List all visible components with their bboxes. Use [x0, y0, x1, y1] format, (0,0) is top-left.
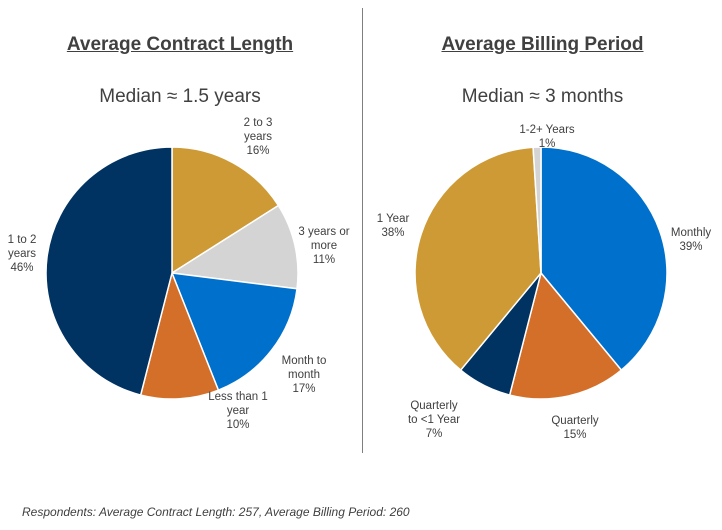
pie-slice: [508, 271, 623, 400]
slice-label: 1-2+ Years 1%: [519, 123, 574, 151]
slice-value-label: 15%: [563, 429, 587, 441]
contract-length-pie: [45, 146, 299, 400]
slice-label: 1 Year 38%: [377, 212, 410, 240]
slice-category-label: 1-2+ Years: [519, 124, 575, 136]
slice-category-label: to <1 Year: [407, 414, 461, 426]
panel-divider: [362, 8, 363, 453]
slice-value-label: 39%: [679, 241, 703, 253]
pie-slice: [139, 270, 220, 400]
contract-length-panel: Average Contract Length Median ≈ 1.5 yea…: [0, 0, 360, 470]
slice-category-label: year: [226, 405, 250, 417]
slice-category-label: 3 years or: [298, 226, 350, 238]
pie-slice: [540, 146, 668, 372]
slice-value-label: 1%: [538, 138, 556, 150]
slice-label: Quarterly 15%: [551, 414, 598, 442]
pie-slice: [170, 272, 298, 392]
slice-value-label: 16%: [246, 145, 270, 157]
slice-label: Less than 1 year 10%: [208, 390, 267, 432]
slice-value-label: 11%: [312, 254, 336, 266]
slice-category-label: more: [310, 240, 338, 252]
chart-subtitle: Median ≈ 3 months: [461, 86, 624, 107]
slice-value-label: 7%: [425, 428, 443, 440]
slice-category-label: Quarterly: [410, 400, 458, 412]
pie-slice: [171, 146, 280, 275]
slice-label: Quarterly to <1 Year 7%: [408, 399, 460, 441]
pie-slice: [414, 146, 542, 372]
slice-label: Month to month 17%: [282, 354, 327, 396]
slice-value-label: 38%: [381, 227, 405, 239]
pie-slice: [169, 204, 299, 290]
billing-period-panel: Average Billing Period Median ≈ 3 months…: [363, 0, 722, 470]
billing-period-pie: [414, 146, 668, 400]
slice-label: 1 to 2 years 46%: [8, 233, 37, 275]
pie-slice: [532, 146, 542, 274]
slice-category-label: 1 to 2: [7, 234, 37, 246]
slice-category-label: Month to: [281, 355, 327, 367]
slice-category-label: years: [243, 131, 273, 143]
chart-title: Average Contract Length: [66, 34, 294, 55]
chart-subtitle: Median ≈ 1.5 years: [99, 86, 261, 107]
slice-label: Monthly 39%: [671, 226, 711, 254]
slice-category-label: 2 to 3: [243, 117, 273, 129]
respondents-footnote: Respondents: Average Contract Length: 25…: [22, 505, 410, 519]
slice-label: 3 years or more 11%: [298, 225, 349, 267]
slice-category-label: Monthly: [670, 227, 712, 239]
slice-value-label: 17%: [292, 383, 316, 395]
chart-title: Average Billing Period: [441, 34, 644, 55]
slice-category-label: month: [288, 369, 320, 381]
slice-category-label: 1 Year: [376, 213, 410, 225]
slice-label: 2 to 3 years 16%: [244, 116, 273, 158]
slice-value-label: 10%: [226, 419, 250, 431]
slice-category-label: years: [7, 248, 37, 260]
slice-category-label: Less than 1: [208, 391, 268, 403]
slice-value-label: 46%: [10, 262, 34, 274]
pie-slice: [45, 146, 173, 396]
slice-category-label: Quarterly: [551, 415, 599, 427]
